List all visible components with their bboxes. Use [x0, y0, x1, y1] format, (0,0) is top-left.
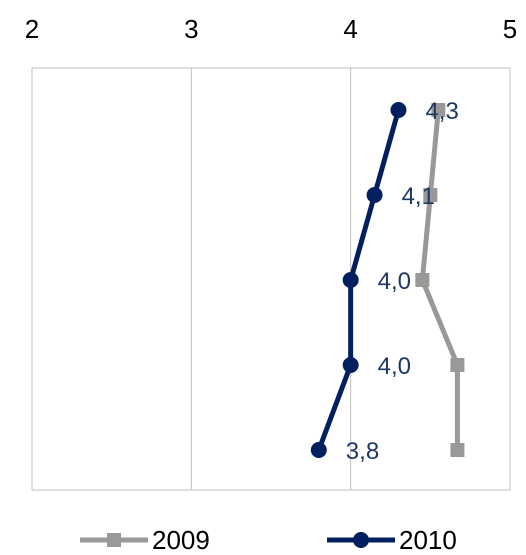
data-point-2009-0 [431, 103, 446, 117]
data-point-2009-1 [423, 188, 438, 202]
series-group [310, 102, 465, 458]
legend: 2009 2010 [80, 525, 457, 555]
data-point-2010-1 [366, 187, 383, 203]
x-tick-label-2: 2 [25, 14, 39, 44]
legend-marker-2009 [107, 533, 121, 547]
x-axis-ticks: 2 3 4 5 [25, 14, 517, 44]
data-point-2010-2 [342, 272, 359, 288]
x-tick-label-3: 3 [184, 14, 198, 44]
data-label-2010-3: 4,0 [378, 353, 411, 380]
data-point-2009-2 [415, 273, 430, 287]
data-label-2010-0: 4,3 [425, 98, 458, 125]
data-point-2010-4 [310, 442, 327, 458]
data-label-2010-4: 3,8 [346, 438, 379, 465]
x-tick-label-4: 4 [343, 14, 357, 44]
legend-marker-2010 [353, 532, 369, 548]
legend-label-2009: 2009 [152, 525, 210, 555]
data-point-2009-3 [450, 358, 465, 372]
data-point-2010-0 [390, 102, 407, 118]
data-point-2010-3 [342, 357, 359, 373]
x-tick-label-5: 5 [503, 14, 517, 44]
data-label-2010-1: 4,1 [402, 183, 435, 210]
data-point-2009-4 [450, 443, 465, 457]
grid [31, 67, 511, 491]
legend-label-2010: 2010 [399, 525, 457, 555]
data-labels: 4,3 4,1 4,0 4,0 3,8 [346, 98, 459, 465]
plot-area-border [31, 67, 511, 491]
data-label-2010-2: 4,0 [378, 268, 411, 295]
